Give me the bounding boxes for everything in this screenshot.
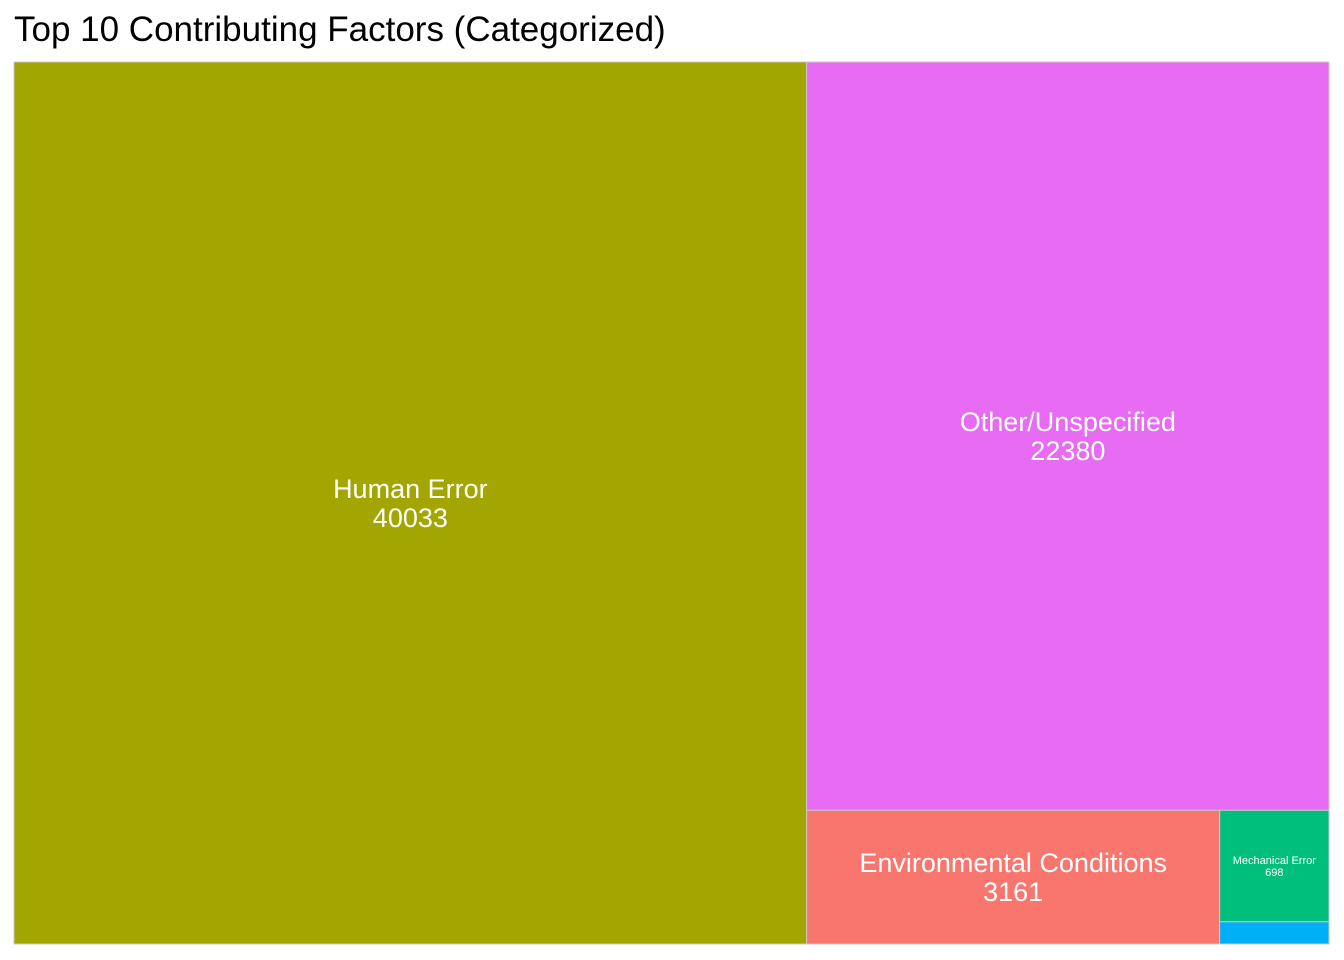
tile-name-mechanical-error: Mechanical Error: [1233, 855, 1316, 867]
treemap-tiles: [13, 61, 1330, 945]
tile-name-other-unspecified: Other/Unspecified: [960, 407, 1176, 437]
tile-human-error: [13, 61, 808, 945]
tile-value-other-unspecified: 22380: [1030, 436, 1105, 466]
tile-item-4: [1219, 921, 1330, 945]
tile-value-environmental-conditions: 3161: [983, 877, 1043, 907]
tile-name-human-error: Human Error: [333, 474, 488, 504]
tile-other-unspecified: [806, 61, 1330, 811]
chart-title: Top 10 Contributing Factors (Categorized…: [14, 10, 666, 49]
tile-value-human-error: 40033: [373, 503, 448, 533]
tile-environmental-conditions: [806, 809, 1221, 945]
tile-name-environmental-conditions: Environmental Conditions: [859, 848, 1167, 878]
tile-value-mechanical-error: 698: [1265, 867, 1283, 879]
tile-mechanical-error: [1219, 809, 1330, 923]
